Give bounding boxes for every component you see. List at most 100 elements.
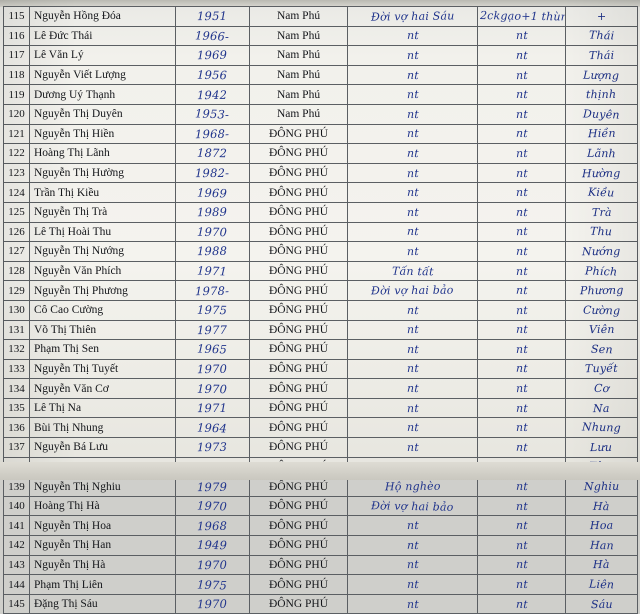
handwriting-mark: nt [406,225,419,239]
table-row: 143 Nguyễn Thị Hà 1970 ĐÔNG PHÚ nt nt Hà [3,554,638,576]
handwriting-mark: nt [406,558,419,572]
handwriting-mark: Nướng [582,244,621,259]
handwriting-mark: 1942 [197,87,228,102]
row-note-1: nt [347,162,478,184]
handwriting-mark: Đời vợ hai Sáu [370,9,455,24]
row-number: 129 [3,280,30,301]
handwriting-mark: nt [406,48,419,63]
row-note-2: nt [477,103,566,125]
row-address: Nam Phú [249,84,348,105]
row-note-2: nt [477,456,566,478]
row-signature: Phích [565,260,638,282]
handwriting-mark: nt [406,381,419,396]
handwriting-mark: Cơ [593,381,610,396]
row-full-name: Lê Thị Na [29,397,176,419]
row-note-2: nt [477,260,566,282]
row-address: ĐÔNG PHÚ [249,437,348,458]
row-note-1: nt [347,241,478,262]
row-number: 126 [3,221,30,243]
row-birth-year: 1989 [175,201,250,223]
row-note-1: nt [347,437,478,458]
table-row: 115 Nguyễn Hồng Đóa 1951 Nam Phú Đời vợ hai … [3,6,638,27]
row-note-2: nt [477,378,566,399]
handwriting-mark: Kiều [588,185,615,200]
handwriting-mark: 1978- [195,283,230,298]
handwriting-mark: nt [515,205,528,219]
row-address: ĐÔNG PHÚ [249,339,348,360]
handwriting-mark: Cường [582,303,621,318]
row-birth-year: 1965 [175,339,250,360]
handwriting-mark: nt [406,127,419,141]
row-address: ĐÔNG PHÚ [249,123,348,145]
handwriting-mark: nt [515,362,528,376]
row-address: Nam Phú [249,45,348,66]
row-address: ĐÔNG PHÚ [249,495,348,517]
handwriting-mark: nt [515,68,528,82]
table-row: 117 Lê Văn Lý 1969 Nam Phú nt nt Thái [3,45,638,66]
row-full-name: Bùi Thị Nhung [29,417,176,439]
handwriting-mark: Thái [588,28,615,43]
row-note-2: nt [477,280,566,301]
row-birth-year: 1969 [175,45,250,66]
handwriting-mark: nt [515,538,528,552]
handwriting-mark: nt [406,440,419,454]
row-signature: Sáu [565,593,638,614]
row-note-1: nt [347,397,478,419]
row-address: ĐÔNG PHÚ [249,241,348,262]
row-signature: Kiều [565,182,638,203]
row-address: Nam Phú [249,6,348,27]
row-number: 144 [3,574,30,595]
handwriting-mark: 1979 [197,479,228,494]
table-row: 127 Nguyễn Thị Nướng 1988 ĐÔNG PHÚ nt nt Nướng [3,241,638,262]
handwriting-mark: 1970 [197,381,228,396]
row-signature: Hà [565,495,638,517]
table-row: 118 Nguyễn Viết Lượng 1956 Nam Phú nt nt Lượng [3,64,638,86]
row-number: 123 [3,162,30,184]
handwriting-mark: nt [515,303,528,317]
row-note-2: nt [477,417,566,439]
row-note-2: nt [477,437,566,458]
row-note-1: nt [347,299,478,321]
handwriting-mark: Sáu [590,597,613,611]
row-number: 138 [3,456,30,478]
row-note-2: nt [477,241,566,262]
row-birth-year: 1982- [175,162,250,184]
row-full-name: Hoàng Thị Lãnh [29,143,176,164]
row-number: 133 [3,358,30,380]
table-row: 123 Nguyễn Thị Hường 1982- ĐÔNG PHÚ nt nt Hườn… [3,162,638,184]
handwriting-mark: nt [406,166,419,180]
handwriting-mark: 1956 [197,67,228,83]
handwriting-mark: nt [515,225,528,239]
handwriting-mark: 1970 [197,596,228,612]
row-signature: Na [565,397,638,419]
handwriting-mark: Hà [593,558,610,572]
row-number: 143 [3,554,30,576]
handwriting-mark: Viên [588,323,615,337]
handwriting-mark: 1966- [195,28,230,44]
handwriting-mark: nt [406,460,419,474]
handwriting-mark: nt [406,205,419,219]
row-address: ĐÔNG PHÚ [249,535,348,556]
row-address: ĐÔNG PHÚ [249,358,348,380]
handwriting-mark: nt [515,29,528,43]
row-full-name: Lê Đức Thái [29,25,176,47]
row-birth-year: 1969 [175,182,250,203]
handwriting-mark: Tuyết [584,362,618,376]
table-row: 144 Phạm Thị Liên 1975 ĐÔNG PHÚ nt nt Liên [3,574,638,595]
handwriting-mark: nt [515,342,528,356]
row-signature: Thái [565,25,638,47]
handwriting-mark: Duyên [582,107,621,122]
handwriting-mark: 1971 [197,263,228,279]
row-signature: Hà [565,554,638,576]
row-full-name: Nguyễn Hồng Đóa [29,6,176,27]
handwriting-mark: Han [589,538,614,553]
row-signature: Thái [565,45,638,66]
row-note-1: nt [347,319,478,341]
row-number: 132 [3,339,30,360]
table-row: 132 Phạm Thị Sen 1965 ĐÔNG PHÚ nt nt Sen [3,339,638,360]
handwriting-mark: Trà [591,205,612,219]
row-number: 134 [3,378,30,399]
row-birth-year: 1964 [175,417,250,439]
row-number: 120 [3,103,30,125]
handwriting-mark: 1949 [197,538,228,553]
